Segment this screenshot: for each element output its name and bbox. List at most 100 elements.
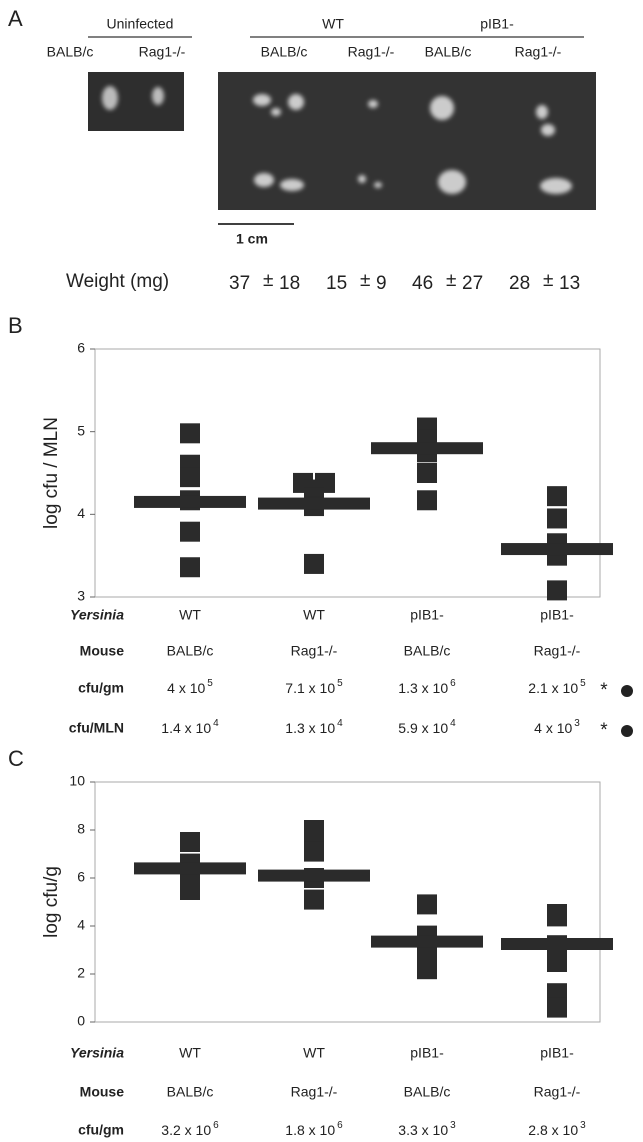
exponent: 3 (450, 1120, 456, 1131)
mean-bar (134, 495, 246, 508)
group-label: pIB1- (480, 16, 514, 32)
strain-label: Rag1-/- (348, 44, 395, 60)
data-point (547, 997, 567, 1018)
strain-label: BALB/c (261, 44, 308, 60)
mantissa: 7.1 x 10 (285, 680, 335, 696)
row-cell: 4 x 10 5 (167, 678, 213, 696)
mantissa: 1.4 x 10 (161, 720, 211, 736)
row-cell: 4 x 10 3 (534, 718, 580, 736)
data-point (417, 959, 437, 980)
data-point (417, 490, 437, 511)
row-cell: pIB1- (410, 1045, 444, 1061)
y-tick-label: 6 (77, 869, 85, 885)
data-point (417, 894, 437, 915)
data-point (547, 486, 567, 507)
group-label: Uninfected (107, 16, 174, 32)
scale-label: 1 cm (236, 231, 268, 247)
row-cell: WT (179, 1045, 201, 1061)
group-label: WT (322, 16, 344, 32)
row-cell: pIB1- (540, 607, 574, 623)
mantissa: 3.2 x 10 (161, 1122, 211, 1138)
mantissa: 1.3 x 10 (398, 680, 448, 696)
y-tick-label: 5 (77, 422, 85, 438)
strain-label: BALB/c (425, 44, 472, 60)
exponent: 4 (450, 718, 456, 729)
y-tick-label: 4 (77, 505, 85, 521)
row-cell: 3.2 x 10 6 (161, 1120, 219, 1138)
weight-sd: 9 (376, 273, 387, 294)
row-cell: Rag1-/- (291, 1084, 338, 1100)
row-cell: WT (179, 607, 201, 623)
y-axis-label: log cfu / MLN (41, 417, 62, 529)
tissue (102, 86, 164, 110)
row-cell: 5.9 x 10 4 (398, 718, 456, 736)
row-cell: BALB/c (404, 1084, 451, 1100)
data-point (180, 467, 200, 488)
data-point (304, 553, 324, 574)
strain-label: Rag1-/- (515, 44, 562, 60)
data-point (180, 880, 200, 900)
mean-bar (501, 938, 613, 950)
row-cell: 1.4 x 10 4 (161, 718, 219, 736)
data-point (180, 423, 200, 444)
row-cell: BALB/c (404, 643, 451, 659)
exponent: 3 (574, 718, 580, 729)
mean-bar (134, 862, 246, 875)
mean-bar (371, 442, 483, 455)
y-tick-label: 0 (77, 1013, 85, 1029)
exponent: 5 (337, 678, 343, 689)
y-tick-label: 4 (77, 917, 85, 933)
mantissa: 4 x 10 (534, 720, 572, 736)
row-cell: 1.3 x 10 6 (398, 678, 456, 696)
exponent: 6 (337, 1120, 343, 1131)
panel-label: A (8, 6, 23, 31)
mean-bar (258, 869, 370, 882)
exponent: 3 (580, 1120, 586, 1131)
photo-infected (218, 72, 596, 210)
row-cell: 3.3 x 10 3 (398, 1120, 456, 1138)
significance-mark: * (600, 680, 608, 701)
strain-label: Rag1-/- (139, 44, 186, 60)
y-tick-label: 6 (77, 340, 85, 356)
significance-dot (621, 725, 633, 737)
significance-mark: * (600, 720, 608, 741)
mantissa: 2.1 x 10 (528, 680, 578, 696)
weight-mean: 28 (509, 273, 530, 294)
mantissa: 3.3 x 10 (398, 1122, 448, 1138)
mantissa: 2.8 x 10 (528, 1122, 578, 1138)
row-cell: 1.8 x 10 6 (285, 1120, 343, 1138)
data-point (304, 841, 324, 862)
exponent: 4 (213, 718, 219, 729)
significance-dot (621, 685, 633, 697)
row-cell: WT (303, 607, 325, 623)
data-point (304, 889, 324, 910)
weight-mean: 15 (326, 273, 347, 294)
row-cell: 1.3 x 10 4 (285, 718, 343, 736)
mantissa: 1.3 x 10 (285, 720, 335, 736)
data-point (180, 557, 200, 578)
mean-bar (258, 497, 370, 510)
data-point (547, 906, 567, 927)
row-cell: 2.8 x 10 3 (528, 1120, 586, 1138)
y-tick-label: 2 (77, 965, 85, 981)
mean-bar (371, 935, 483, 948)
data-point (547, 952, 567, 972)
strain-label: BALB/c (47, 44, 94, 60)
panel-label: B (8, 313, 23, 338)
row-cell: Rag1-/- (291, 643, 338, 659)
row-cell: 7.1 x 10 5 (285, 678, 343, 696)
exponent: 5 (580, 678, 586, 689)
plus-minus: ± (263, 270, 273, 291)
y-tick-label: 10 (69, 773, 85, 789)
exponent: 4 (337, 718, 343, 729)
row-cell: pIB1- (410, 607, 444, 623)
exponent: 5 (207, 678, 213, 689)
data-point (180, 521, 200, 542)
mean-bar (501, 543, 613, 556)
plus-minus: ± (360, 270, 370, 291)
row-name: Mouse (80, 643, 125, 659)
mantissa: 5.9 x 10 (398, 720, 448, 736)
row-cell: 2.1 x 10 5 (528, 678, 586, 696)
row-name: cfu/MLN (69, 720, 124, 736)
weight-mean: 46 (412, 273, 433, 294)
